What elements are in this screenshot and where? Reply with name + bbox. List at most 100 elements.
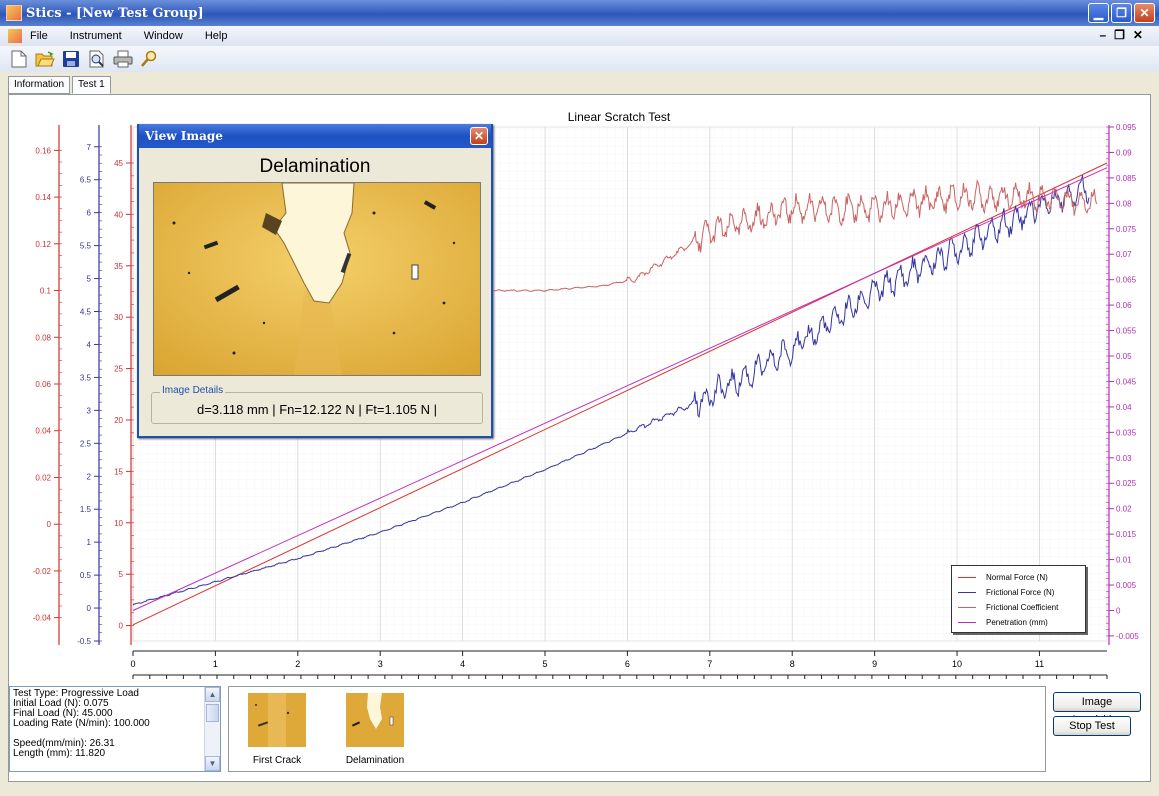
open-icon[interactable] <box>34 48 56 70</box>
x-tick-label: 8 <box>790 659 795 669</box>
y-tick-label: 0.085 <box>1116 174 1137 183</box>
thumbnail-first-crack[interactable]: First Crack <box>247 693 307 766</box>
mdi-window-controls[interactable]: –❐✕ <box>1099 28 1151 42</box>
print-icon[interactable] <box>112 48 134 70</box>
y-tick-label: 0.03 <box>1116 454 1132 463</box>
y-tick-label: 4 <box>87 340 92 349</box>
y-tick-label: 0.015 <box>1116 530 1137 539</box>
zoom-icon[interactable] <box>138 48 160 70</box>
y-tick-label: 45 <box>114 159 123 168</box>
window-title: Stics - [New Test Group] <box>26 5 204 21</box>
y-tick-label: 5 <box>87 275 92 284</box>
y-tick-label: 0.05 <box>1116 352 1132 361</box>
info-line: Final Load (N): 45.000 <box>13 708 113 719</box>
y-tick-label: 0.14 <box>35 193 51 202</box>
y-tick-label: 0.08 <box>35 333 51 342</box>
y-tick-label: -0.04 <box>33 614 52 623</box>
y-tick-label: 0.01 <box>1116 556 1132 565</box>
menu-help[interactable]: Help <box>204 30 228 42</box>
x-tick-label: 0 <box>130 659 135 669</box>
thumbnail-image <box>248 693 306 747</box>
y-tick-label: 0.07 <box>1116 250 1132 259</box>
image-thumbnails: First Crack Delamination <box>228 686 1046 772</box>
view-image-dialog[interactable]: View Image ✕ Delamination Image Details <box>137 124 493 438</box>
y-tick-label: 7 <box>87 143 92 152</box>
x-tick-label: 3 <box>378 659 383 669</box>
thumbnail-image <box>346 693 404 747</box>
thumbnail-delamination[interactable]: Delamination <box>343 693 407 766</box>
info-line: Speed(mm/min): 26.31 <box>13 738 115 749</box>
x-tick-label: 11 <box>1035 659 1044 669</box>
y-tick-label: 0 <box>119 622 124 631</box>
print-preview-icon[interactable] <box>86 48 108 70</box>
document-tabs: Information Test 1 <box>8 76 111 94</box>
scroll-up-icon[interactable]: ▲ <box>205 687 220 702</box>
micrograph-image <box>153 182 481 376</box>
legend-item-normal-force: Normal Force (N) <box>958 570 1079 585</box>
restore-button[interactable]: ❐ <box>1111 3 1132 23</box>
y-tick-label: 0.035 <box>1116 428 1137 437</box>
new-icon[interactable] <box>8 48 30 70</box>
y-tick-label: 0.045 <box>1116 377 1137 386</box>
y-tick-label: 0.005 <box>1116 581 1137 590</box>
document-icon[interactable] <box>8 29 22 43</box>
scroll-down-icon[interactable]: ▼ <box>205 756 220 771</box>
y-tick-label: 0.12 <box>35 240 51 249</box>
x-tick-label: 9 <box>872 659 877 669</box>
y-tick-label: 0.025 <box>1116 479 1137 488</box>
bottom-panel: Test Type: Progressive Load Initial Load… <box>9 686 1150 780</box>
y-tick-label: 0.02 <box>1116 505 1132 514</box>
y-tick-label: 3 <box>87 406 92 415</box>
y-tick-label: 6 <box>87 209 92 218</box>
y-tick-label: -0.005 <box>1116 632 1139 641</box>
menu-window[interactable]: Window <box>143 30 183 42</box>
y-tick-label: 30 <box>114 313 123 322</box>
y-tick-label: 2.5 <box>80 439 92 448</box>
y-tick-label: 0.1 <box>40 287 52 296</box>
close-button[interactable]: ✕ <box>1134 3 1155 23</box>
series-line-0 <box>132 162 1108 626</box>
x-tick-label: 10 <box>952 659 962 669</box>
info-scrollbar[interactable]: ▲ ▼ <box>204 687 220 771</box>
view-image-heading: Delamination <box>259 156 371 177</box>
legend-item-frictional-coefficient: Frictional Coefficient <box>958 600 1079 615</box>
y-tick-label: 3.5 <box>80 373 92 382</box>
image-details-text: d=3.118 mm | Fn=12.122 N | Ft=1.105 N | <box>196 402 438 417</box>
y-tick-label: 0 <box>47 520 52 529</box>
y-tick-label: -0.02 <box>33 567 52 576</box>
y-tick-label: 0.16 <box>35 146 51 155</box>
test-info-box[interactable]: Test Type: Progressive Load Initial Load… <box>9 686 221 772</box>
menu-file[interactable]: File <box>30 30 48 42</box>
y-tick-label: 10 <box>114 519 123 528</box>
y-tick-label: 40 <box>114 210 123 219</box>
tab-test-1[interactable]: Test 1 <box>72 76 111 94</box>
scroll-thumb[interactable] <box>206 704 219 722</box>
legend-item-frictional-force: Frictional Force (N) <box>958 585 1079 600</box>
y-tick-label: 35 <box>114 262 123 271</box>
menubar: File Instrument Window Help –❐✕ <box>0 26 1159 46</box>
image-details-group: Image Details d=3.118 mm | Fn=12.122 N |… <box>151 385 483 424</box>
y-tick-label: 20 <box>114 416 123 425</box>
y-tick-label: 0.065 <box>1116 276 1137 285</box>
legend-item-penetration: Penetration (mm) <box>958 615 1079 630</box>
y-tick-label: 0.04 <box>35 427 51 436</box>
image-acquisition-button[interactable]: Image Acquisition <box>1053 692 1141 726</box>
x-tick-label: 2 <box>295 659 300 669</box>
y-tick-label: 0.095 <box>1116 123 1137 132</box>
series <box>132 162 1108 626</box>
view-image-titlebar[interactable]: View Image <box>139 124 491 148</box>
minimize-button[interactable]: ▁ <box>1088 3 1109 23</box>
info-line: Initial Load (N): 0.075 <box>13 698 109 709</box>
x-tick-label: 1 <box>213 659 218 669</box>
series-line-1 <box>132 175 1090 606</box>
chart-title: Linear Scratch Test <box>568 110 671 124</box>
dialog-close-button[interactable]: ✕ <box>470 127 488 145</box>
save-icon[interactable] <box>60 48 82 70</box>
menu-instrument[interactable]: Instrument <box>69 30 122 42</box>
info-line: Loading Rate (N/min): 100.000 <box>13 718 150 729</box>
y-tick-label: 4.5 <box>80 308 92 317</box>
tab-information[interactable]: Information <box>8 76 71 94</box>
y-tick-label: 5.5 <box>80 242 92 251</box>
stop-test-button[interactable]: Stop Test <box>1053 716 1131 736</box>
y-tick-label: 1 <box>87 538 92 547</box>
